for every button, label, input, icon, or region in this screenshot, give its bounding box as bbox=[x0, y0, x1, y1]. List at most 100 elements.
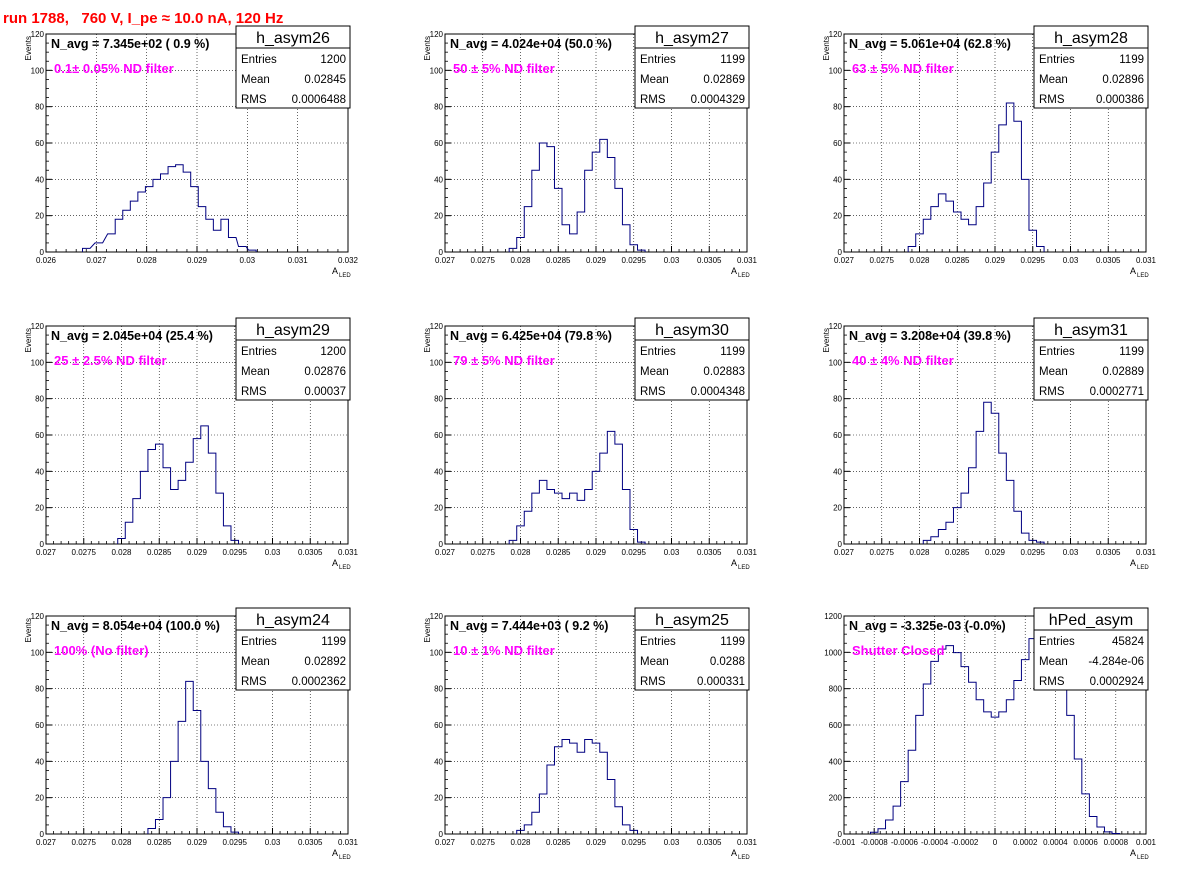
x-tick-label: 0.028 bbox=[909, 548, 930, 557]
x-tick-label: 0.029 bbox=[187, 548, 208, 557]
histogram-line bbox=[869, 618, 1121, 834]
x-tick-label: 0.03 bbox=[240, 256, 256, 265]
filter-annotation: 10 ± 1% ND filter bbox=[453, 643, 555, 658]
stat-label: RMS bbox=[241, 94, 267, 106]
x-tick-label: 0.0275 bbox=[72, 548, 97, 557]
x-tick-label: 0.028 bbox=[137, 256, 158, 265]
y-tick-label: 80 bbox=[434, 685, 443, 694]
y-tick-label: 60 bbox=[434, 139, 443, 148]
y-tick-label: 120 bbox=[829, 322, 843, 331]
x-tick-label: 0.027 bbox=[435, 838, 456, 847]
stat-value: 1200 bbox=[320, 54, 346, 66]
y-axis-title: Events bbox=[822, 328, 831, 352]
stats-box: h_asym28 Entries 1199 Mean 0.02896 RMS 0.00038… bbox=[1033, 25, 1149, 109]
navg-label: N_avg = 7.345e+02 ( 0.9 %) bbox=[51, 37, 209, 51]
y-tick-label: 400 bbox=[829, 757, 843, 766]
x-tick-label: 0.0275 bbox=[471, 256, 496, 265]
y-tick-label: 40 bbox=[833, 467, 842, 476]
histogram-panel-h-asym25: 0.027 0.0275 0.028 0.0285 0.029 0.0295 0.03 0.0… bbox=[423, 607, 758, 861]
y-axis-title: Events bbox=[24, 618, 33, 642]
x-tick-label: 0.031 bbox=[288, 256, 309, 265]
stat-label: Entries bbox=[1039, 346, 1075, 358]
histogram-name: h_asym24 bbox=[256, 612, 330, 629]
y-tick-label: 20 bbox=[833, 504, 842, 513]
x-tick-label: 0.03 bbox=[664, 548, 680, 557]
x-tick-label: 0.031 bbox=[737, 838, 758, 847]
x-tick-label: 0.031 bbox=[737, 548, 758, 557]
histogram-panel-h-asym26: 0.026 0.027 0.028 0.029 0.03 0.031 0.032 0 20 40 6… bbox=[24, 25, 359, 279]
x-tick-label: 0.031 bbox=[1136, 256, 1157, 265]
histogram-line bbox=[81, 164, 257, 252]
histogram-name: h_asym26 bbox=[256, 30, 330, 47]
navg-label: N_avg = 4.024e+04 (50.0 %) bbox=[450, 37, 612, 51]
y-tick-label: 1000 bbox=[824, 648, 842, 657]
y-tick-label: 60 bbox=[833, 139, 842, 148]
stat-value: 1200 bbox=[320, 346, 346, 358]
y-tick-label: 60 bbox=[434, 431, 443, 440]
x-tick-label: 0.029 bbox=[586, 548, 607, 557]
x-tick-label: 0.0305 bbox=[1096, 548, 1121, 557]
x-tick-label: 0.0305 bbox=[697, 548, 722, 557]
stats-box: hPed_asym Entries 45824 Mean -4.284e-06 RMS 0.… bbox=[1033, 607, 1149, 691]
y-tick-label: 800 bbox=[829, 685, 843, 694]
y-tick-label: 100 bbox=[31, 358, 45, 367]
y-tick-label: 200 bbox=[829, 794, 843, 803]
x-tick-label: 0.0275 bbox=[72, 838, 97, 847]
x-tick-label: 0.0285 bbox=[945, 548, 970, 557]
stats-box: h_asym26 Entries 1200 Mean 0.02845 RMS 0.00064… bbox=[235, 25, 351, 109]
x-tick-label: 0.0295 bbox=[622, 838, 647, 847]
y-tick-label: 100 bbox=[31, 66, 45, 75]
x-tick-label: 0.031 bbox=[338, 838, 359, 847]
stat-label: Mean bbox=[640, 656, 669, 668]
stat-value: 1199 bbox=[720, 636, 745, 648]
y-tick-label: 0 bbox=[838, 540, 843, 549]
x-tick-label: 0.0285 bbox=[546, 548, 571, 557]
y-tick-label: 600 bbox=[829, 721, 843, 730]
x-tick-label: 0.0285 bbox=[945, 256, 970, 265]
run-title: run 1788, 760 V, I_pe ≈ 10.0 nA, 120 Hz bbox=[3, 10, 284, 27]
filter-annotation: 50 ± 5% ND filter bbox=[453, 61, 555, 76]
y-tick-label: 60 bbox=[434, 721, 443, 730]
navg-label: N_avg = 5.061e+04 (62.8 %) bbox=[849, 37, 1011, 51]
histogram-line bbox=[508, 138, 646, 252]
stat-label: Mean bbox=[1039, 656, 1068, 668]
x-tick-label: -0.0006 bbox=[891, 838, 919, 847]
x-tick-label: 0.031 bbox=[338, 548, 359, 557]
histogram-line bbox=[508, 430, 646, 544]
x-tick-label: -0.0004 bbox=[921, 838, 949, 847]
x-tick-label: 0.0305 bbox=[1096, 256, 1121, 265]
histogram-name: h_asym29 bbox=[256, 322, 330, 339]
histogram-name: h_asym25 bbox=[655, 612, 729, 629]
stat-value: 0.0288 bbox=[710, 656, 745, 668]
x-tick-label: 0.0295 bbox=[622, 548, 647, 557]
stat-label: RMS bbox=[640, 676, 666, 688]
stat-value: 0.02876 bbox=[304, 366, 346, 378]
x-tick-label: 0.0295 bbox=[1021, 548, 1046, 557]
filter-annotation: 0.1± 0.05% ND filter bbox=[54, 61, 174, 76]
stat-value: 0.0002924 bbox=[1090, 676, 1145, 688]
y-tick-label: 80 bbox=[833, 103, 842, 112]
y-tick-label: 120 bbox=[31, 322, 45, 331]
stat-label: Entries bbox=[1039, 54, 1075, 66]
x-tick-label: 0.027 bbox=[834, 548, 855, 557]
x-axis-title: A bbox=[332, 266, 338, 276]
x-tick-label: 0.027 bbox=[435, 548, 456, 557]
x-tick-label: 0.028 bbox=[111, 838, 132, 847]
x-axis-title: A bbox=[332, 558, 338, 568]
y-tick-label: 40 bbox=[434, 175, 443, 184]
stat-label: Entries bbox=[640, 636, 676, 648]
histogram-panel-h-asym28: 0.027 0.0275 0.028 0.0285 0.029 0.0295 0.03 0.0… bbox=[822, 25, 1157, 279]
y-tick-label: 20 bbox=[434, 794, 443, 803]
x-tick-label: 0.03 bbox=[664, 838, 680, 847]
x-tick-label: 0.0275 bbox=[471, 548, 496, 557]
y-tick-label: 0 bbox=[838, 830, 843, 839]
x-tick-label: 0.0295 bbox=[622, 256, 647, 265]
x-tick-label: 0.0008 bbox=[1104, 838, 1129, 847]
x-tick-label: 0.0285 bbox=[147, 548, 172, 557]
x-tick-label: 0.0295 bbox=[1021, 256, 1046, 265]
y-tick-label: 20 bbox=[35, 794, 44, 803]
navg-label: N_avg = 6.425e+04 (79.8 %) bbox=[450, 329, 612, 343]
y-tick-label: 100 bbox=[430, 358, 444, 367]
x-tick-label: 0.029 bbox=[586, 838, 607, 847]
